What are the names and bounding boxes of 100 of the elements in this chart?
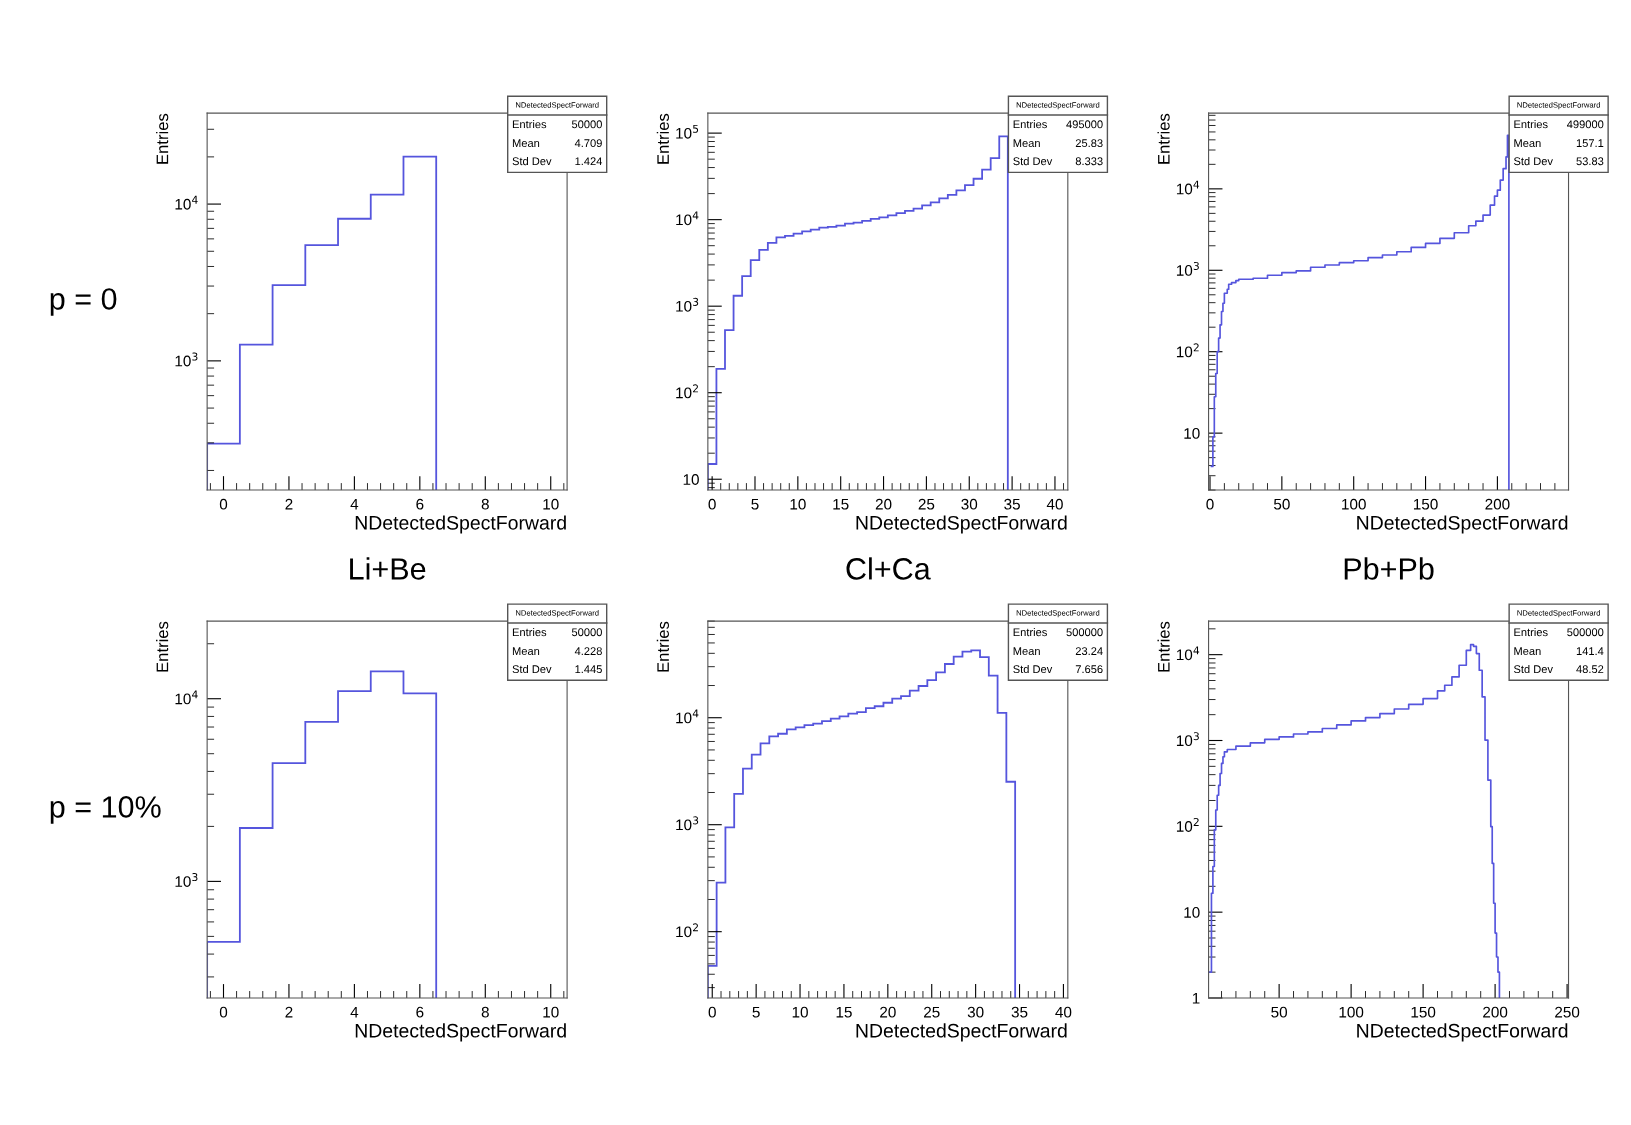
x-axis-title: NDetectedSpectForward: [856, 1023, 1067, 1042]
x-tick-label: 2: [285, 498, 293, 510]
x-tick-label: 2: [285, 1006, 293, 1018]
x-tick-label: 0: [219, 498, 228, 510]
text: 25.83: [1075, 139, 1103, 148]
annotation: Mean: [1013, 647, 1040, 655]
annotation: Std Dev: [512, 156, 552, 166]
x-tick-label: 4: [350, 498, 359, 510]
x-tick-label: 150: [1413, 498, 1438, 510]
annotation: Entries: [512, 120, 547, 129]
x-tick-label: 10: [543, 1006, 559, 1018]
x-tick-label: 30: [961, 498, 978, 510]
y-tick-label: 10$^{4}$: [175, 690, 198, 705]
x-tick-label: 15: [836, 1006, 852, 1018]
annotation: 495000: [1066, 120, 1103, 129]
y-axis-title: Entries: [656, 113, 669, 164]
annotation: Entries: [1514, 627, 1548, 637]
x-tick-label: 0: [708, 1006, 716, 1018]
chart-title: Li+Be: [350, 557, 426, 580]
y-tick-label: 1: [1192, 993, 1200, 1004]
annotation: Std Dev: [1513, 664, 1553, 674]
y-tick-label: 10: [1184, 428, 1200, 439]
x-tick-label: 0: [219, 1006, 228, 1018]
annotation: Entries: [1013, 120, 1047, 129]
x-tick-label: 20: [875, 498, 892, 510]
x-tick-label: 10: [790, 498, 806, 510]
x-tick-label: 20: [880, 1006, 896, 1018]
text: 23.24: [1075, 647, 1103, 655]
x-tick-label: 40: [1046, 498, 1063, 510]
x-tick-label: 5: [751, 498, 759, 510]
text: 141.4: [1576, 647, 1604, 655]
annotation: Entries: [1013, 627, 1047, 637]
text: p = 10%: [50, 796, 161, 824]
y-axis-title: Entries: [656, 621, 669, 672]
chart-title: Cl+Ca: [846, 557, 931, 580]
annotation: Mean: [1514, 139, 1541, 148]
x-tick-label: 100: [1339, 1006, 1364, 1018]
text: 53.83: [1576, 157, 1604, 166]
x-tick-label: 0: [708, 498, 716, 510]
annotation: Std Dev: [1013, 664, 1053, 674]
y-tick-label: 10$^{2}$: [676, 384, 698, 399]
x-tick-label: 35: [1004, 498, 1020, 510]
y-tick-label: 10$^{2}$: [1176, 817, 1199, 832]
x-axis-title: NDetectedSpectForward: [856, 515, 1067, 534]
x-tick-label: 250: [1555, 1006, 1580, 1018]
x-tick-label: 40: [1055, 1006, 1072, 1018]
x-tick-label: 35: [1011, 1006, 1028, 1018]
y-tick-label: 10$^{2}$: [676, 923, 698, 938]
annotation: Std Dev: [1013, 156, 1053, 166]
x-tick-label: 8: [481, 1006, 489, 1018]
y-axis-title: Entries: [156, 113, 169, 164]
y-tick-label: 10$^{3}$: [676, 297, 699, 312]
x-tick-label: 4: [350, 1006, 359, 1018]
x-tick-label: 200: [1483, 1006, 1508, 1018]
y-tick-label: 10$^{4}$: [1176, 646, 1200, 661]
x-tick-label: 5: [752, 1006, 760, 1018]
text: 50000: [571, 628, 602, 637]
annotation: Entries: [1514, 120, 1548, 129]
text: 8.333: [1075, 157, 1103, 166]
x-tick-label: 10: [792, 1006, 808, 1018]
annotation: Mean: [512, 647, 540, 655]
x-tick-label: 50: [1271, 1006, 1288, 1018]
x-tick-label: 8: [481, 498, 489, 510]
x-tick-label: 50: [1273, 498, 1290, 510]
x-axis-title: NDetectedSpectForward: [1357, 1023, 1568, 1042]
y-axis-title: Entries: [1157, 113, 1170, 164]
annotation: 499000: [1566, 120, 1604, 129]
y-tick-label: 10$^{4}$: [1176, 180, 1200, 195]
y-tick-label: 10$^{2}$: [1176, 343, 1199, 358]
y-tick-label: 10$^{5}$: [676, 124, 699, 139]
x-tick-label: 15: [833, 498, 849, 510]
text: 1.445: [575, 665, 602, 674]
x-tick-label: 150: [1411, 1006, 1436, 1018]
x-tick-label: 30: [967, 1006, 984, 1018]
y-tick-label: 10$^{3}$: [175, 873, 198, 887]
chart-title: Pb+Pb: [1344, 557, 1434, 580]
text: p = 0: [50, 288, 117, 316]
annotation: Mean: [512, 139, 540, 148]
text: 157.1: [1576, 139, 1604, 148]
text: 7.656: [1075, 665, 1103, 674]
text: 4.709: [574, 139, 602, 148]
annotation: 500000: [1567, 628, 1604, 637]
text: 50000: [571, 120, 602, 129]
x-tick-label: 200: [1485, 498, 1510, 510]
x-tick-label: 10: [543, 498, 559, 510]
text: 48.52: [1576, 665, 1604, 674]
y-tick-label: 10$^{4}$: [175, 195, 198, 210]
x-tick-label: 6: [416, 498, 424, 510]
x-axis-title: NDetectedSpectForward: [1357, 515, 1568, 534]
annotation: 500000: [1066, 628, 1103, 637]
y-tick-label: 10$^{4}$: [676, 709, 699, 724]
x-tick-label: 25: [918, 498, 935, 510]
annotation: Entries: [512, 627, 547, 637]
y-tick-label: 10$^{3}$: [676, 816, 699, 831]
y-axis-title: Entries: [156, 621, 169, 672]
x-tick-label: 100: [1342, 498, 1366, 510]
y-tick-label: 10: [683, 474, 699, 485]
annotation: Mean: [1013, 139, 1040, 148]
y-tick-label: 10: [1184, 907, 1200, 918]
y-tick-label: 10$^{3}$: [175, 352, 198, 367]
